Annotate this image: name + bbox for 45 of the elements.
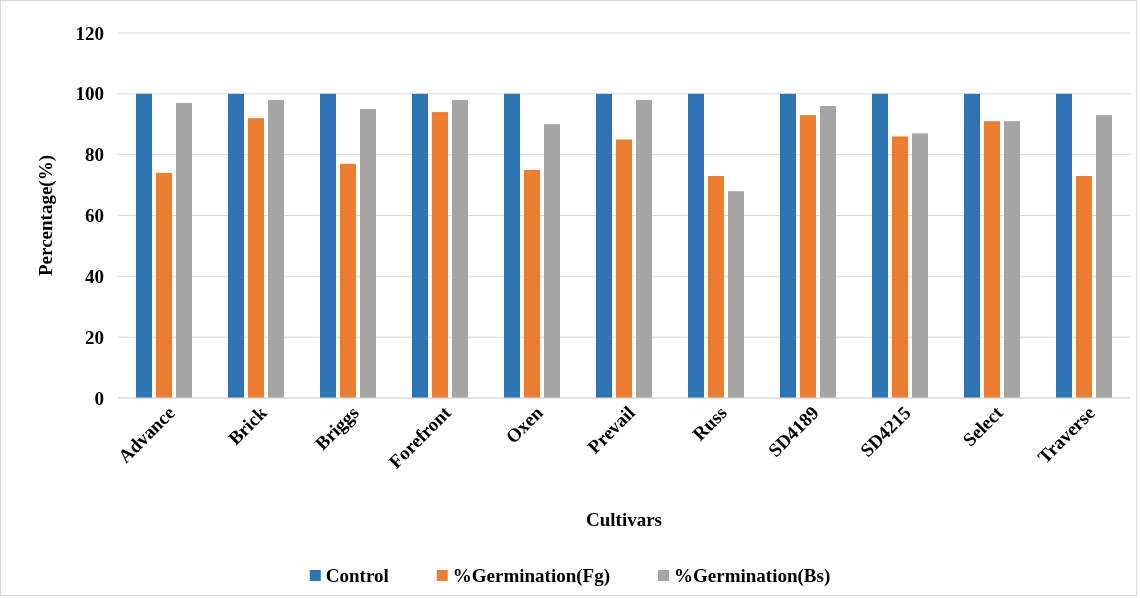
bar [872,93,888,398]
bar [1096,115,1112,398]
bar [176,102,192,398]
bar [1004,121,1020,398]
bar [1056,93,1072,398]
bar [800,115,816,398]
y-tick-label: 0 [94,387,104,409]
bar [156,172,172,398]
bar [820,106,836,398]
y-tick-label: 20 [85,326,104,348]
bar [340,163,356,398]
bar [524,169,540,398]
bar [984,121,1000,398]
x-axis-title: Cultivars [586,509,662,530]
bar [432,112,448,398]
y-tick-label: 120 [75,22,104,44]
bar [728,191,744,398]
bar [412,93,428,398]
y-tick-label: 40 [85,265,104,287]
bar [268,99,284,398]
bar [892,136,908,398]
legend-label: %Germination(Fg) [452,565,611,587]
bar [320,93,336,398]
bar [636,99,652,398]
bar [544,124,560,398]
legend-label: Control [325,565,389,586]
bar [780,93,796,398]
bar [708,175,724,398]
bar [504,93,520,398]
bar [136,93,152,398]
legend-label: %Germination(Bs) [674,565,831,587]
bar [964,93,980,398]
y-tick-label: 100 [75,83,104,105]
y-tick-label: 60 [85,205,104,227]
bar [688,93,704,398]
bar [596,93,612,398]
bar [360,109,376,398]
bar [1076,175,1092,398]
y-tick-label: 80 [85,144,104,166]
bar [228,93,244,398]
y-axis-title: Percentage(%) [35,155,57,276]
bar [452,99,468,398]
bar [912,133,928,398]
bar [616,139,632,398]
bar [248,118,264,398]
